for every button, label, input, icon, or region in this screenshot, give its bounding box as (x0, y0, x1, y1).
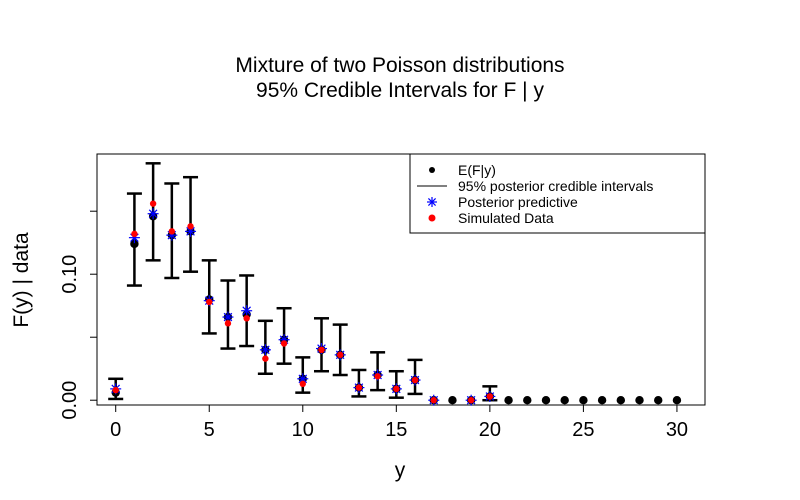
simulated-point (318, 346, 325, 354)
mean-point (523, 396, 532, 405)
y-axis-label: F(y) | data (10, 232, 33, 328)
simulated-point (168, 228, 176, 235)
mean-point (672, 396, 682, 405)
simulated-point (243, 315, 250, 322)
mean-point (616, 396, 626, 405)
simulated-point (355, 384, 363, 391)
chart-title: Mixture of two Poisson distributions (235, 54, 564, 77)
simulated-point (374, 373, 381, 380)
mean-point (448, 396, 457, 405)
mean-point (560, 396, 569, 405)
x-tick-label: 20 (479, 419, 501, 441)
simulated-point (187, 223, 194, 230)
legend: E(F|y) 95% posterior credible intervals … (409, 153, 706, 234)
simulated-point (131, 230, 138, 238)
mean-point (597, 396, 607, 405)
legend-box (409, 153, 706, 234)
predictive-point (147, 208, 159, 220)
simulated-point (206, 298, 213, 306)
mean-point (130, 239, 139, 249)
x-tick-label: 10 (292, 419, 314, 441)
legend-predictive-marker (427, 197, 437, 207)
x-tick-label: 25 (572, 419, 594, 441)
x-tick-label: 5 (204, 419, 215, 441)
simulated-point (280, 340, 288, 347)
simulated-point (224, 320, 232, 327)
x-axis: 0 5 10 15 20 25 30 (110, 404, 688, 441)
simulated-point (337, 351, 344, 359)
y-tick-label: 0.10 (59, 255, 81, 294)
mean-point (541, 396, 551, 405)
simulated-point (486, 393, 494, 400)
legend-simulated-marker (428, 214, 436, 222)
predictive-point (259, 344, 271, 356)
simulated-point (467, 397, 475, 404)
legend-predictive-label: Posterior predictive (458, 194, 578, 210)
mean-point (654, 396, 663, 405)
x-tick-label: 15 (385, 419, 407, 441)
simulated-point (112, 386, 119, 394)
x-tick-label: 30 (666, 419, 688, 441)
simulated-points (112, 200, 494, 404)
legend-simulated-label: Simulated Data (458, 210, 554, 226)
mean-point (635, 396, 644, 405)
y-axis: 0.00 0.10 (59, 210, 98, 420)
simulated-point (149, 200, 157, 207)
legend-mean-label: E(F|y) (458, 162, 496, 178)
predictive-point (241, 305, 253, 317)
mean-point (504, 396, 513, 405)
x-tick-label: 0 (110, 419, 121, 441)
simulated-point (262, 355, 269, 362)
mean-point (579, 396, 588, 405)
legend-interval-label: 95% posterior credible intervals (458, 178, 653, 194)
x-axis-label: y (395, 459, 406, 482)
chart-subtitle: 95% Credible Intervals for F | y (256, 79, 544, 102)
predictive-points (110, 208, 496, 406)
y-tick-label: 0.00 (59, 381, 81, 420)
simulated-point (411, 376, 419, 384)
simulated-point (430, 397, 437, 404)
simulated-point (393, 385, 400, 393)
legend-mean-marker (429, 167, 435, 173)
simulated-point (299, 380, 306, 388)
